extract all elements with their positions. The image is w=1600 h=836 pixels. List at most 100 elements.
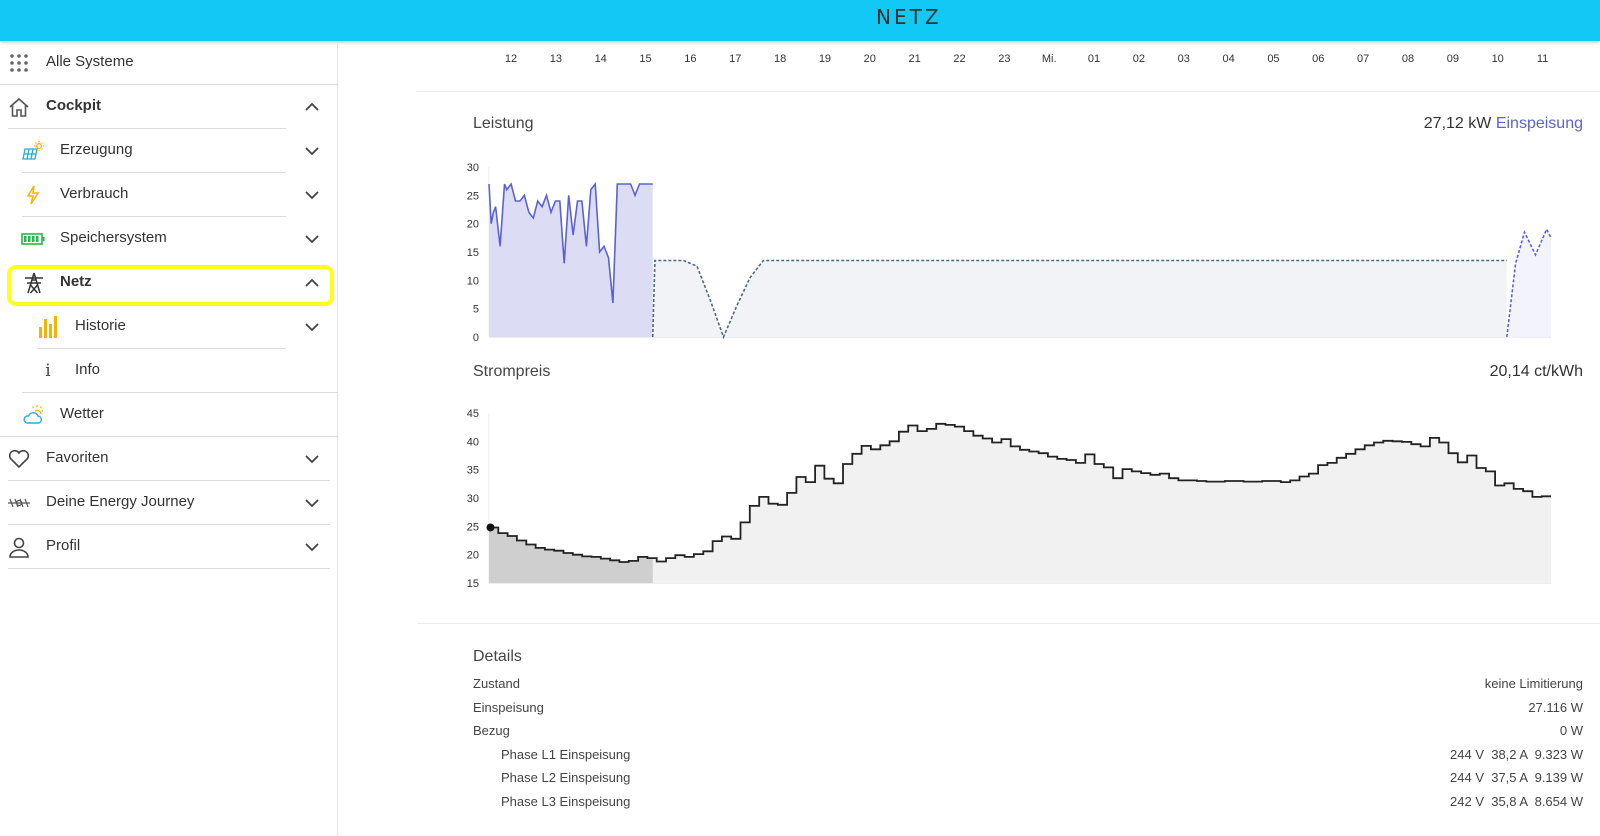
lightning-icon bbox=[21, 183, 45, 207]
home-icon bbox=[7, 95, 31, 119]
timeline-hour: 10 bbox=[1491, 53, 1504, 65]
timeline-hour: 09 bbox=[1446, 53, 1459, 65]
details-value: 242 V 35,8 A 8.654 W bbox=[1450, 793, 1583, 809]
chevron-down-icon[interactable] bbox=[304, 143, 320, 159]
y-tick-label: 5 bbox=[473, 304, 479, 316]
sidebar-item-historie[interactable]: Historie bbox=[0, 305, 338, 349]
timeline-hour: 18 bbox=[773, 53, 787, 65]
sidebar-item-wetter[interactable]: Wetter bbox=[0, 393, 338, 437]
top-bar: NETZ bbox=[0, 0, 1600, 41]
strompreis-area bbox=[489, 423, 1551, 583]
heart-icon bbox=[7, 447, 31, 471]
leistung-title: Leistung bbox=[473, 115, 534, 132]
sidebar-item-label: Profil bbox=[46, 537, 81, 554]
chevron-up-icon[interactable] bbox=[304, 99, 320, 115]
user-icon bbox=[7, 535, 31, 559]
chevron-up-icon[interactable] bbox=[304, 275, 320, 291]
sidebar-item-profil[interactable]: Profil bbox=[0, 525, 338, 569]
power-tower-icon bbox=[22, 271, 46, 295]
sidebar-item-label: Historie bbox=[75, 317, 126, 334]
timeline-hour: 11 bbox=[1536, 53, 1549, 65]
strompreis-past-area bbox=[489, 527, 653, 583]
highlight-box bbox=[7, 265, 334, 306]
sidebar-item-label: Erzeugung bbox=[60, 141, 133, 158]
sidebar-item-favoriten[interactable]: Favoriten bbox=[0, 437, 338, 481]
y-tick-label: 45 bbox=[467, 408, 479, 420]
details-label: Bezug bbox=[473, 723, 510, 738]
timeline-hour: 07 bbox=[1357, 53, 1370, 65]
details-value: 244 V 37,5 A 9.139 W bbox=[1450, 770, 1583, 785]
timeline-hour: 05 bbox=[1267, 53, 1280, 65]
sidebar-item-energy-journey[interactable]: Deine Energy Journey bbox=[0, 481, 338, 525]
timeline-hour: 12 bbox=[504, 53, 518, 65]
timeline-hour: 03 bbox=[1177, 53, 1190, 65]
bar-chart-icon bbox=[37, 315, 61, 339]
strompreis-chart: 15 20 25 30 35 40 45 bbox=[467, 408, 1551, 590]
sidebar-item-label: Netz bbox=[60, 273, 92, 290]
leistung-chart: 0 5 10 15 20 25 30 bbox=[467, 162, 1552, 344]
leistung-series-area bbox=[652, 260, 1507, 337]
leistung-value: 27,12 kW Einspeisung bbox=[1424, 115, 1583, 133]
timeline-hour: 16 bbox=[684, 53, 697, 65]
chevron-down-icon[interactable] bbox=[304, 187, 320, 203]
sidebar: Alle Systeme Cockpit Erzeugung Verbrauch bbox=[0, 41, 338, 836]
y-tick-label: 30 bbox=[467, 493, 479, 505]
strompreis-title: Strompreis bbox=[473, 363, 551, 380]
y-tick-label: 10 bbox=[467, 275, 479, 287]
details-value: 27.116 W bbox=[1528, 699, 1583, 715]
details-value: 244 V 38,2 A 9.323 W bbox=[1450, 746, 1583, 762]
details-row: Phase L3 Einspeisung 242 V 35,8 A 8.654 W bbox=[473, 794, 1583, 814]
timeline-hour: 04 bbox=[1222, 53, 1235, 65]
timeline-hour: 23 bbox=[998, 53, 1011, 65]
y-tick-label: 20 bbox=[467, 219, 479, 231]
chevron-down-icon[interactable] bbox=[304, 231, 320, 247]
timeline-hour: 06 bbox=[1312, 53, 1325, 65]
timeline-hour: 22 bbox=[953, 53, 966, 65]
strompreis-value: 20,14 ct/kWh bbox=[1489, 363, 1583, 380]
grid-icon bbox=[7, 51, 31, 75]
timeline-hour: 20 bbox=[863, 53, 876, 65]
y-tick-label: 25 bbox=[467, 190, 479, 202]
details-value: 0 W bbox=[1559, 723, 1583, 738]
timeline-hour: 17 bbox=[729, 53, 742, 65]
details-row: Bezug 0 W bbox=[473, 723, 1583, 743]
weather-icon bbox=[21, 403, 45, 427]
details-title: Details bbox=[473, 648, 522, 665]
details-row: Einspeisung 27.116 W bbox=[473, 700, 1583, 720]
timeline-hour: 15 bbox=[639, 53, 652, 65]
strompreis-line bbox=[489, 422, 1551, 563]
current-price-marker bbox=[486, 523, 495, 532]
leistung-series-area bbox=[489, 184, 653, 337]
battery-icon bbox=[21, 227, 45, 251]
chevron-down-icon[interactable] bbox=[304, 495, 320, 511]
main-content: 12 13 14 15 16 17 18 19 20 21 22 23 Mi. 01 02 03 04 05 06 0… bbox=[339, 41, 1600, 836]
y-tick-label: 15 bbox=[467, 247, 479, 259]
timeline-hour: 21 bbox=[908, 53, 921, 65]
details-label: Phase L1 Einspeisung bbox=[501, 746, 631, 762]
leistung-series-line bbox=[488, 181, 653, 304]
timeline-hour: 14 bbox=[594, 53, 607, 65]
timeline-hour: 19 bbox=[818, 53, 832, 65]
timeline-hour: 13 bbox=[549, 53, 562, 65]
y-tick-label: 15 bbox=[467, 578, 479, 590]
details-label: Phase L3 Einspeisung bbox=[501, 793, 631, 809]
sidebar-item-alle-systeme[interactable]: Alle Systeme bbox=[0, 41, 338, 85]
sidebar-item-info[interactable]: i Info bbox=[0, 349, 338, 393]
sidebar-item-erzeugung[interactable]: Erzeugung bbox=[0, 129, 338, 173]
y-tick-label: 35 bbox=[467, 465, 479, 477]
details-row: Zustand keine Limitierung bbox=[473, 676, 1583, 696]
chevron-down-icon[interactable] bbox=[304, 319, 320, 335]
sidebar-item-label: Speichersystem bbox=[60, 229, 167, 246]
leistung-series-area bbox=[1506, 229, 1551, 337]
timeline-hour: 08 bbox=[1401, 53, 1415, 65]
netz-logo: NETZ bbox=[876, 5, 942, 29]
sidebar-item-netz[interactable]: Netz bbox=[0, 261, 338, 305]
chevron-down-icon[interactable] bbox=[304, 451, 320, 467]
y-tick-label: 40 bbox=[467, 436, 479, 448]
leistung-mode: Einspeisung bbox=[1495, 115, 1583, 132]
sidebar-item-cockpit[interactable]: Cockpit bbox=[0, 85, 338, 129]
details-label: Zustand bbox=[473, 676, 520, 691]
chevron-down-icon[interactable] bbox=[304, 539, 320, 555]
sidebar-item-speichersystem[interactable]: Speichersystem bbox=[0, 217, 338, 261]
sidebar-item-verbrauch[interactable]: Verbrauch bbox=[0, 173, 338, 217]
